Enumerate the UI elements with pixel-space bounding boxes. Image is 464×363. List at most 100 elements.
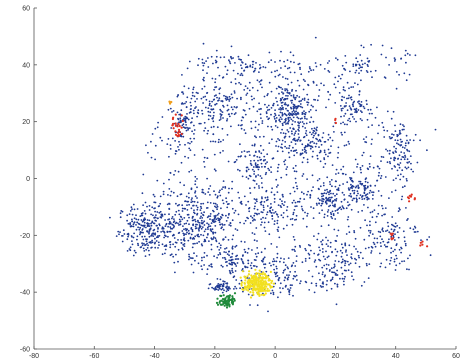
data-point-main bbox=[366, 57, 369, 60]
data-point-main bbox=[393, 159, 396, 162]
data-point-main bbox=[340, 168, 342, 171]
data-point-main bbox=[294, 121, 296, 123]
data-point-main bbox=[187, 229, 190, 232]
data-point-green bbox=[227, 298, 230, 301]
data-point-main bbox=[247, 168, 250, 171]
data-point-main bbox=[151, 241, 154, 244]
data-point-main bbox=[140, 219, 143, 221]
data-point-main bbox=[169, 194, 172, 197]
data-point-main bbox=[275, 186, 278, 188]
data-point-red bbox=[413, 197, 416, 200]
data-point-main bbox=[225, 247, 228, 249]
data-point-green bbox=[216, 303, 220, 306]
data-point-main bbox=[279, 287, 281, 289]
data-point-main bbox=[277, 216, 280, 218]
data-point-main bbox=[231, 245, 234, 248]
data-point-main bbox=[215, 94, 217, 97]
data-point-main bbox=[286, 97, 289, 100]
data-point-main bbox=[312, 186, 314, 189]
data-point-main bbox=[240, 119, 243, 122]
data-point-main bbox=[277, 226, 280, 229]
data-point-main bbox=[210, 126, 213, 129]
data-point-main bbox=[305, 149, 307, 152]
data-point-main bbox=[396, 169, 399, 172]
data-point-main bbox=[275, 87, 278, 90]
data-point-main bbox=[187, 128, 190, 131]
data-point-main bbox=[208, 104, 211, 107]
data-point-main bbox=[293, 209, 296, 211]
data-point-main bbox=[281, 113, 284, 116]
data-point-yellow bbox=[262, 271, 265, 274]
data-point-main bbox=[171, 137, 174, 140]
data-point-main bbox=[339, 277, 341, 280]
data-point-main bbox=[401, 195, 404, 198]
data-point-main bbox=[162, 190, 165, 193]
data-point-main bbox=[207, 191, 210, 194]
data-point-main bbox=[278, 236, 281, 239]
data-point-main bbox=[403, 128, 405, 131]
data-point-main bbox=[260, 107, 262, 110]
data-point-main bbox=[322, 197, 324, 200]
data-point-main bbox=[220, 217, 223, 219]
data-point-main bbox=[203, 211, 206, 214]
data-point-main bbox=[270, 113, 272, 116]
data-point-yellow bbox=[264, 292, 267, 295]
data-point-main bbox=[249, 162, 252, 165]
data-point-main bbox=[381, 44, 384, 47]
data-point-main bbox=[326, 62, 329, 64]
data-point-main bbox=[337, 212, 339, 214]
data-point-main bbox=[173, 173, 175, 176]
data-point-main bbox=[147, 244, 150, 247]
data-point-main bbox=[187, 87, 190, 90]
data-point-main bbox=[330, 215, 333, 218]
data-point-main bbox=[167, 235, 169, 238]
data-point-main bbox=[251, 144, 254, 147]
data-point-main bbox=[360, 69, 363, 72]
data-point-main bbox=[218, 242, 221, 245]
data-point-main bbox=[274, 114, 277, 117]
data-point-main bbox=[355, 258, 358, 261]
data-point-main bbox=[273, 268, 275, 271]
data-point-main bbox=[321, 202, 323, 205]
data-point-main bbox=[364, 184, 367, 187]
data-point-main bbox=[326, 280, 328, 282]
data-point-main bbox=[177, 209, 180, 212]
data-point-main bbox=[313, 142, 316, 145]
data-point-main bbox=[304, 211, 306, 214]
data-point-main bbox=[174, 152, 177, 155]
data-point-main bbox=[371, 233, 374, 236]
data-point-main bbox=[146, 247, 149, 249]
data-point-main bbox=[323, 141, 326, 143]
data-point-main bbox=[353, 189, 356, 192]
data-point-main bbox=[249, 222, 252, 224]
data-point-main bbox=[416, 161, 419, 164]
data-point-red bbox=[391, 232, 394, 235]
data-point-main bbox=[345, 144, 348, 146]
data-point-main bbox=[251, 98, 254, 101]
data-point-main bbox=[367, 61, 370, 63]
data-point-main bbox=[350, 183, 352, 186]
data-point-main bbox=[186, 209, 189, 211]
data-point-main bbox=[261, 122, 264, 124]
data-point-main bbox=[313, 252, 316, 255]
data-point-main bbox=[380, 262, 383, 265]
data-point-main bbox=[365, 262, 368, 265]
data-point-main bbox=[350, 195, 353, 198]
data-point-main bbox=[187, 192, 190, 195]
data-point-main bbox=[346, 97, 348, 100]
data-point-main bbox=[168, 203, 171, 205]
data-point-main bbox=[223, 280, 226, 283]
data-point-main bbox=[273, 201, 276, 203]
data-point-main bbox=[280, 257, 282, 260]
data-point-main bbox=[186, 204, 188, 207]
data-point-main bbox=[399, 123, 402, 126]
data-point-main bbox=[357, 184, 359, 187]
data-point-main bbox=[368, 234, 370, 237]
data-point-main bbox=[201, 268, 204, 271]
data-point-main bbox=[354, 158, 357, 161]
data-point-main bbox=[393, 157, 395, 159]
data-point-main bbox=[399, 138, 402, 141]
data-point-main bbox=[132, 254, 135, 257]
data-point-main bbox=[201, 217, 204, 219]
data-point-main bbox=[188, 60, 191, 63]
